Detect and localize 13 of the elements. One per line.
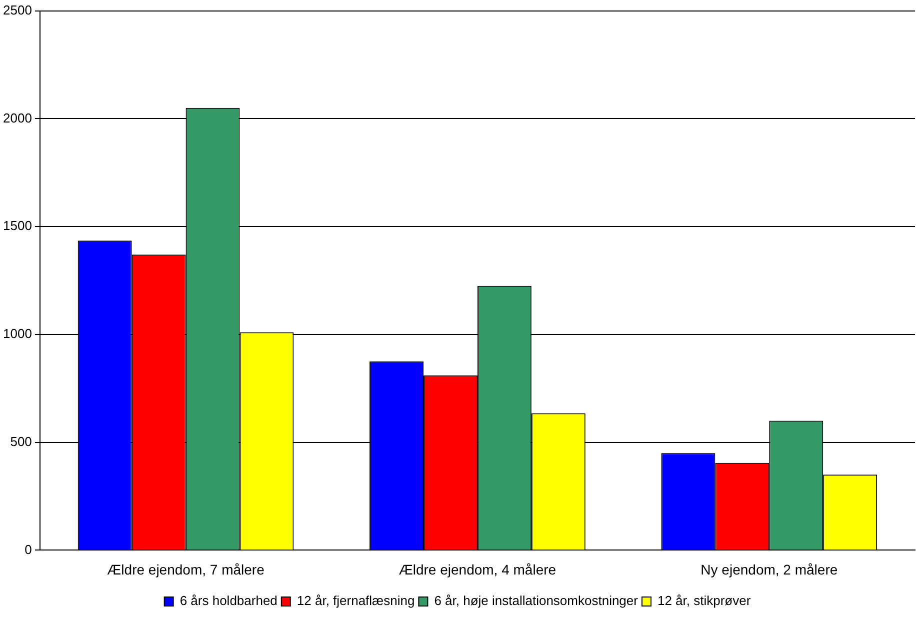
x-tick-label: Ældre ejendom, 7 målere (107, 561, 265, 578)
y-tick-label: 2500 (3, 2, 32, 18)
legend-label: 12 år, stikprøver (657, 593, 752, 608)
y-tick-label: 1500 (3, 218, 32, 234)
legend-label: 6 års holdbarhed (180, 593, 278, 608)
legend-label: 6 år, høje installationsomkostninger (434, 593, 639, 608)
y-tick-label: 2000 (3, 110, 32, 126)
x-tick-label: Ældre ejendom, 4 målere (398, 561, 556, 578)
legend-label: 12 år, fjernaflæsning (296, 593, 415, 608)
x-tick-label: Ny ejendom, 2 målere (700, 561, 838, 578)
y-tick-label: 500 (10, 434, 32, 449)
y-tick-label: 1000 (3, 326, 32, 342)
y-tick-label: 0 (24, 542, 32, 557)
